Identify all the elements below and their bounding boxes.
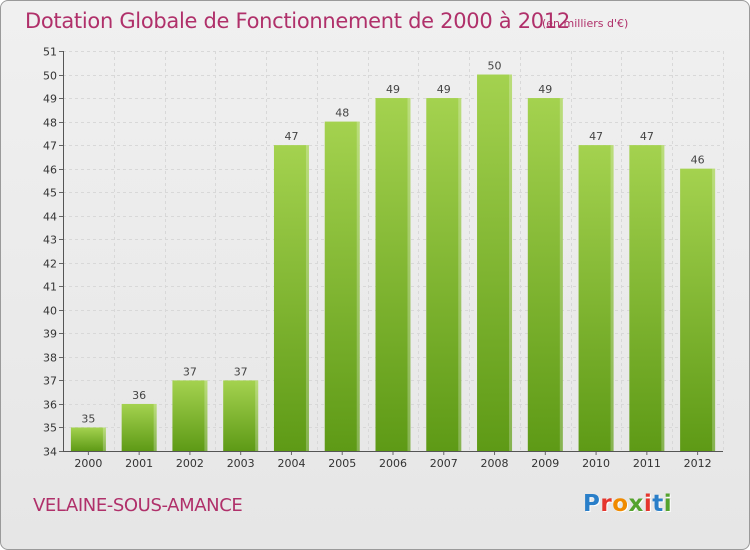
bar-2010: [578, 145, 614, 451]
bar-highlight: [509, 74, 513, 451]
bar-2006: [375, 98, 411, 451]
x-tick-label: 2006: [379, 457, 407, 470]
bar-highlight: [610, 145, 614, 451]
y-tick-label: 36: [43, 399, 57, 412]
x-tick-label: 2009: [531, 457, 559, 470]
y-tick-label: 39: [43, 328, 57, 341]
bar-value-label: 49: [437, 83, 451, 96]
chart-title: Dotation Globale de Fonctionnement de 20…: [25, 9, 570, 33]
chart-subtitle: (en milliers d'€): [542, 17, 629, 30]
bar-value-label: 36: [132, 389, 146, 402]
bar-2009: [527, 98, 563, 451]
y-tick-label: 43: [43, 234, 57, 247]
logo-letter: t: [652, 491, 664, 517]
bar-highlight: [102, 427, 106, 451]
bars: [70, 74, 716, 452]
bar-2012: [680, 168, 716, 451]
x-tick-label: 2002: [176, 457, 204, 470]
y-tick-label: 42: [43, 258, 57, 271]
x-tick-label: 2011: [633, 457, 661, 470]
y-tick-label: 48: [43, 117, 57, 130]
bar-value-label: 37: [234, 365, 248, 378]
logo-letter: P: [583, 491, 601, 517]
bar-highlight: [661, 145, 665, 451]
bar-highlight: [255, 380, 259, 451]
logo-letter: i: [663, 491, 673, 517]
x-tick-label: 2003: [227, 457, 255, 470]
y-tick-label: 41: [43, 281, 57, 294]
logo-letter: x: [628, 491, 644, 517]
bar-2008: [477, 74, 513, 451]
bar-value-label: 49: [538, 83, 552, 96]
axes: 34 35 36 37 38 39 40 41 42 43 44 45 46 47 48 49 50 51 2000…: [43, 46, 723, 470]
logo-letter: o: [612, 491, 629, 517]
x-tick-label: 2001: [125, 457, 153, 470]
y-tick-label: 34: [43, 446, 57, 459]
bar-highlight: [407, 98, 411, 451]
bar-highlight: [356, 121, 360, 452]
y-tick-label: 38: [43, 352, 57, 365]
y-tick-label: 35: [43, 422, 57, 435]
bar-highlight: [458, 98, 462, 451]
y-tick-label: 47: [43, 140, 57, 153]
bar-2003: [223, 380, 259, 451]
bar-value-label: 35: [81, 412, 95, 425]
bar-highlight: [204, 380, 208, 451]
x-tick-label: 2010: [582, 457, 610, 470]
y-tick-label: 50: [43, 70, 57, 83]
x-tick-label: 2000: [74, 457, 102, 470]
bar-2004: [273, 145, 309, 451]
y-tick-label: 49: [43, 93, 57, 106]
bar-value-label: 48: [335, 107, 349, 120]
bar-value-label: 47: [284, 130, 298, 143]
bar-highlight: [559, 98, 563, 451]
bar-2011: [629, 145, 665, 451]
x-tick-label: 2012: [684, 457, 712, 470]
bar-2007: [426, 98, 462, 451]
commune-name: VELAINE-SOUS-AMANCE: [33, 495, 243, 516]
x-tick-label: 2007: [430, 457, 458, 470]
x-tick-label: 2005: [328, 457, 356, 470]
bar-highlight: [305, 145, 309, 451]
bar-value-label: 47: [640, 130, 654, 143]
x-tick-label: 2004: [277, 457, 305, 470]
bar-value-label: 46: [691, 154, 705, 167]
y-tick-label: 40: [43, 305, 57, 318]
logo-letter: i: [643, 491, 653, 517]
y-tick-label: 51: [43, 46, 57, 59]
bar-2005: [324, 121, 360, 452]
bar-value-label: 50: [488, 60, 502, 73]
bar-2000: [70, 427, 106, 451]
y-tick-label: 46: [43, 164, 57, 177]
bar-value-label: 47: [589, 130, 603, 143]
bar-highlight: [153, 403, 157, 451]
proxiti-logo: Proxiti: [583, 491, 672, 517]
y-tick-label: 44: [43, 211, 57, 224]
bar-highlight: [712, 168, 716, 451]
bar-value-label: 37: [183, 365, 197, 378]
labels: 35 36 37 37 47 48 49 49 50 49 47 47 46: [81, 60, 704, 426]
x-tick-label: 2008: [481, 457, 509, 470]
y-tick-label: 45: [43, 187, 57, 200]
bar-value-label: 49: [386, 83, 400, 96]
y-tick-label: 37: [43, 375, 57, 388]
bar-2002: [172, 380, 208, 451]
logo-letter: r: [600, 491, 613, 517]
bar-2001: [121, 403, 157, 451]
